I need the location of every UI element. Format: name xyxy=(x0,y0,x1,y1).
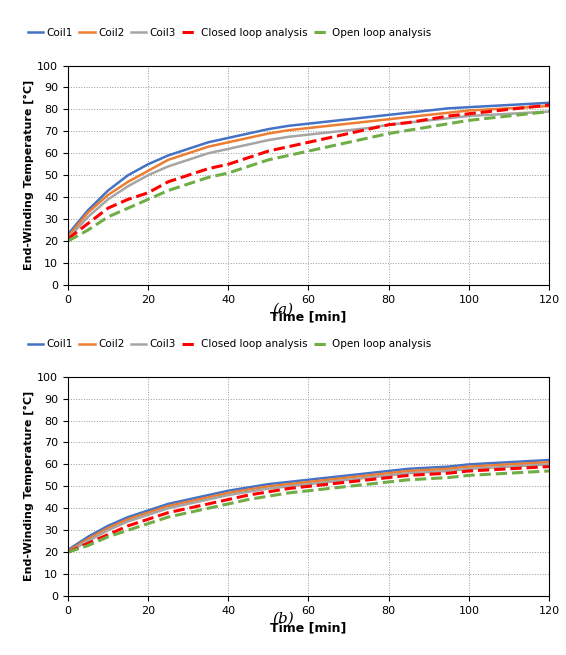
X-axis label: Time [min]: Time [min] xyxy=(271,310,346,323)
Legend: Coil1, Coil2, Coil3, Closed loop analysis, Open loop analysis: Coil1, Coil2, Coil3, Closed loop analysi… xyxy=(28,28,432,38)
Text: (b): (b) xyxy=(272,612,294,626)
X-axis label: Time [min]: Time [min] xyxy=(271,622,346,634)
Y-axis label: End-Winding Temperature [°C]: End-Winding Temperature [°C] xyxy=(24,80,35,271)
Y-axis label: End-Winding Temperature [°C]: End-Winding Temperature [°C] xyxy=(24,391,35,582)
Text: (a): (a) xyxy=(272,302,294,316)
Legend: Coil1, Coil2, Coil3, Closed loop analysis, Open loop analysis: Coil1, Coil2, Coil3, Closed loop analysi… xyxy=(28,339,432,349)
